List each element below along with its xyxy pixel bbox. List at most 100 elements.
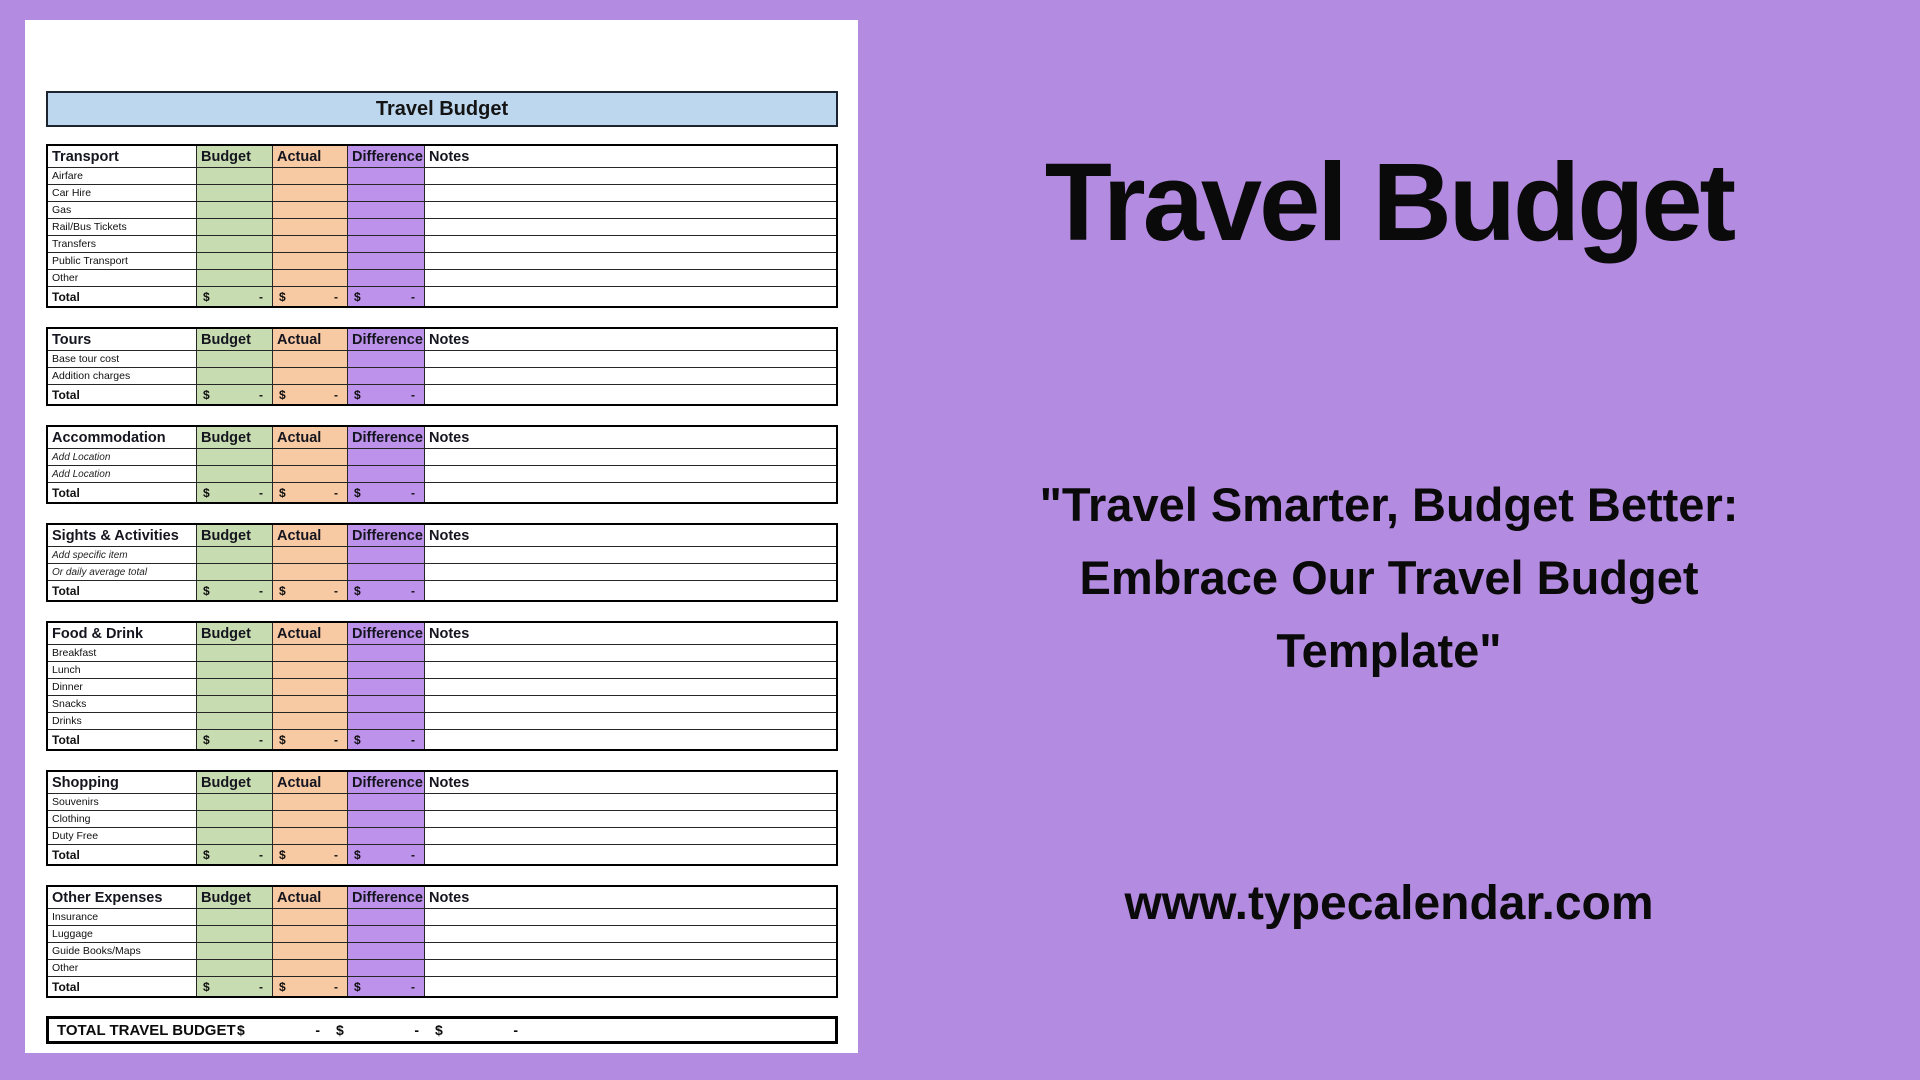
actual-input-cell[interactable] [273, 202, 348, 219]
actual-input-cell[interactable] [273, 828, 348, 845]
budget-input-cell[interactable] [197, 202, 273, 219]
actual-input-cell[interactable] [273, 662, 348, 679]
notes-input-cell[interactable] [425, 811, 836, 828]
notes-input-cell[interactable] [425, 662, 836, 679]
notes-input-cell[interactable] [425, 845, 836, 864]
difference-input-cell[interactable] [348, 202, 425, 219]
notes-input-cell[interactable] [425, 679, 836, 696]
budget-input-cell[interactable] [197, 828, 273, 845]
difference-input-cell[interactable] [348, 368, 425, 385]
notes-input-cell[interactable] [425, 730, 836, 749]
notes-input-cell[interactable] [425, 351, 836, 368]
actual-input-cell[interactable] [273, 368, 348, 385]
budget-input-cell[interactable] [197, 351, 273, 368]
notes-input-cell[interactable] [425, 236, 836, 253]
actual-input-cell[interactable] [273, 679, 348, 696]
actual-input-cell[interactable] [273, 351, 348, 368]
actual-input-cell[interactable] [273, 794, 348, 811]
budget-input-cell[interactable] [197, 713, 273, 730]
difference-input-cell[interactable] [348, 564, 425, 581]
budget-input-cell[interactable] [197, 679, 273, 696]
budget-input-cell[interactable] [197, 960, 273, 977]
actual-input-cell[interactable] [273, 811, 348, 828]
notes-input-cell[interactable] [425, 977, 836, 996]
notes-input-cell[interactable] [425, 253, 836, 270]
budget-input-cell[interactable] [197, 794, 273, 811]
difference-input-cell[interactable] [348, 811, 425, 828]
difference-input-cell[interactable] [348, 794, 425, 811]
notes-input-cell[interactable] [425, 185, 836, 202]
actual-input-cell[interactable] [273, 253, 348, 270]
difference-input-cell[interactable] [348, 713, 425, 730]
difference-input-cell[interactable] [348, 679, 425, 696]
notes-input-cell[interactable] [425, 828, 836, 845]
notes-input-cell[interactable] [425, 219, 836, 236]
difference-input-cell[interactable] [348, 253, 425, 270]
budget-input-cell[interactable] [197, 449, 273, 466]
difference-input-cell[interactable] [348, 270, 425, 287]
actual-input-cell[interactable] [273, 449, 348, 466]
actual-input-cell[interactable] [273, 943, 348, 960]
notes-input-cell[interactable] [425, 287, 836, 306]
budget-input-cell[interactable] [197, 564, 273, 581]
notes-input-cell[interactable] [425, 696, 836, 713]
notes-input-cell[interactable] [425, 466, 836, 483]
budget-input-cell[interactable] [197, 168, 273, 185]
actual-input-cell[interactable] [273, 219, 348, 236]
difference-input-cell[interactable] [348, 168, 425, 185]
budget-input-cell[interactable] [197, 185, 273, 202]
notes-input-cell[interactable] [425, 794, 836, 811]
difference-input-cell[interactable] [348, 547, 425, 564]
notes-input-cell[interactable] [425, 270, 836, 287]
notes-input-cell[interactable] [425, 713, 836, 730]
actual-input-cell[interactable] [273, 547, 348, 564]
actual-input-cell[interactable] [273, 926, 348, 943]
notes-input-cell[interactable] [425, 449, 836, 466]
actual-input-cell[interactable] [273, 270, 348, 287]
difference-input-cell[interactable] [348, 236, 425, 253]
actual-input-cell[interactable] [273, 696, 348, 713]
notes-input-cell[interactable] [425, 943, 836, 960]
budget-input-cell[interactable] [197, 368, 273, 385]
notes-input-cell[interactable] [425, 564, 836, 581]
difference-input-cell[interactable] [348, 696, 425, 713]
actual-input-cell[interactable] [273, 713, 348, 730]
notes-input-cell[interactable] [425, 202, 836, 219]
notes-input-cell[interactable] [425, 581, 836, 600]
difference-input-cell[interactable] [348, 909, 425, 926]
notes-input-cell[interactable] [425, 909, 836, 926]
budget-input-cell[interactable] [197, 645, 273, 662]
budget-input-cell[interactable] [197, 696, 273, 713]
difference-input-cell[interactable] [348, 828, 425, 845]
actual-input-cell[interactable] [273, 909, 348, 926]
actual-input-cell[interactable] [273, 236, 348, 253]
budget-input-cell[interactable] [197, 270, 273, 287]
difference-input-cell[interactable] [348, 943, 425, 960]
notes-input-cell[interactable] [425, 385, 836, 404]
actual-input-cell[interactable] [273, 564, 348, 581]
difference-input-cell[interactable] [348, 466, 425, 483]
difference-input-cell[interactable] [348, 960, 425, 977]
difference-input-cell[interactable] [348, 185, 425, 202]
notes-input-cell[interactable] [425, 168, 836, 185]
budget-input-cell[interactable] [197, 219, 273, 236]
budget-input-cell[interactable] [197, 253, 273, 270]
notes-input-cell[interactable] [425, 368, 836, 385]
notes-input-cell[interactable] [425, 926, 836, 943]
budget-input-cell[interactable] [197, 662, 273, 679]
difference-input-cell[interactable] [348, 926, 425, 943]
actual-input-cell[interactable] [273, 960, 348, 977]
actual-input-cell[interactable] [273, 185, 348, 202]
actual-input-cell[interactable] [273, 168, 348, 185]
difference-input-cell[interactable] [348, 351, 425, 368]
difference-input-cell[interactable] [348, 645, 425, 662]
difference-input-cell[interactable] [348, 219, 425, 236]
notes-input-cell[interactable] [425, 483, 836, 502]
notes-input-cell[interactable] [425, 645, 836, 662]
budget-input-cell[interactable] [197, 466, 273, 483]
budget-input-cell[interactable] [197, 926, 273, 943]
budget-input-cell[interactable] [197, 909, 273, 926]
notes-input-cell[interactable] [425, 960, 836, 977]
difference-input-cell[interactable] [348, 662, 425, 679]
notes-input-cell[interactable] [425, 547, 836, 564]
